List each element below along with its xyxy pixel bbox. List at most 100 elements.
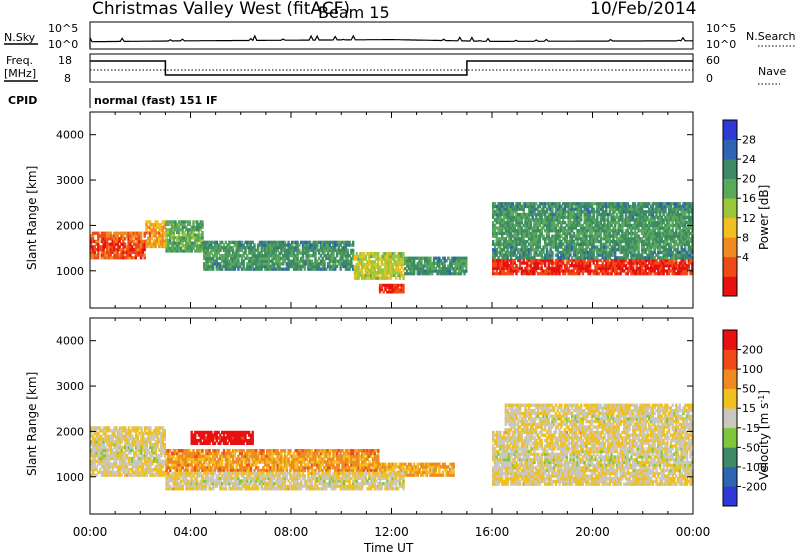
heatmap-cell (111, 440, 114, 444)
heatmap-cell (579, 218, 583, 222)
heatmap-cell (380, 262, 384, 267)
heatmap-cell (617, 248, 620, 252)
heatmap-cell (129, 467, 132, 472)
heatmap-cell (678, 250, 681, 255)
heatmap-cell (226, 246, 229, 250)
heatmap-cell (497, 237, 500, 241)
heatmap-cell (612, 231, 615, 236)
heatmap-cell (321, 259, 324, 263)
heatmap-cell (574, 250, 577, 255)
heatmap-cell (366, 262, 369, 267)
heatmap-cell (343, 243, 346, 247)
heatmap-cell (571, 242, 574, 246)
heatmap-cell (662, 234, 665, 238)
heatmap-cell (188, 236, 192, 240)
heatmap-cell (206, 240, 210, 244)
heatmap-cell (646, 248, 649, 252)
heatmap-cell (588, 231, 592, 236)
heatmap-cell (386, 290, 389, 294)
heatmap-cell (170, 249, 174, 253)
heatmap-cell (495, 226, 498, 230)
heatmap-cell (167, 220, 170, 224)
heatmap-cell (240, 246, 244, 250)
heatmap-cell (396, 262, 400, 267)
heatmap-cell (556, 269, 559, 273)
heatmap-cell (323, 246, 326, 250)
heatmap-cell (641, 261, 644, 265)
heatmap-cell (655, 221, 658, 225)
heatmap-cell (149, 440, 152, 444)
heatmap-cell (565, 248, 568, 252)
heatmap-cell (134, 434, 138, 438)
heatmap-cell (590, 221, 594, 225)
heatmap-cell (362, 273, 366, 278)
heatmap-cell (411, 259, 414, 263)
heatmap-cell (619, 256, 622, 260)
heatmap-cell (626, 218, 629, 222)
heatmap-cell (509, 253, 513, 257)
heatmap-cell (317, 256, 321, 261)
heatmap-cell (395, 288, 398, 292)
heatmap-cell (208, 254, 211, 258)
heatmap-cell (621, 256, 624, 260)
heatmap-cell (597, 212, 601, 217)
heatmap-cell (136, 248, 139, 252)
heatmap-cell (588, 250, 592, 255)
heatmap-cell (641, 264, 644, 268)
heatmap-cell (199, 225, 202, 229)
heatmap-cell (506, 256, 509, 260)
heatmap-cell (328, 254, 332, 258)
heatmap-cell (655, 231, 658, 236)
heatmap-cell (425, 272, 428, 276)
heatmap-cell (562, 242, 565, 246)
heatmap-cell (195, 236, 199, 240)
heatmap-cell (574, 234, 577, 238)
heatmap-cell (192, 246, 195, 250)
heatmap-cell (547, 258, 550, 263)
heatmap-cell (664, 202, 667, 206)
heatmap-cell (300, 267, 303, 271)
heatmap-cell (169, 238, 172, 242)
heatmap-cell (569, 202, 572, 206)
heatmap-cell (368, 262, 371, 267)
heatmap-cell (626, 272, 629, 276)
heatmap-cell (653, 223, 656, 227)
heatmap-cell (124, 429, 127, 433)
heatmap-cell (391, 254, 394, 259)
heatmap-cell (581, 269, 585, 273)
heatmap-cell (578, 218, 581, 222)
heatmap-cell (495, 261, 498, 265)
heatmap-cell (518, 204, 522, 209)
heatmap-cell (513, 258, 516, 263)
heatmap-cell (370, 262, 373, 267)
heatmap-cell (501, 248, 504, 252)
heatmap-cell (524, 248, 527, 252)
heatmap-cell (669, 261, 673, 265)
heatmap-cell (380, 286, 384, 289)
heatmap-cell (508, 212, 511, 217)
heatmap-cell (152, 228, 155, 232)
heatmap-cell (588, 253, 592, 257)
heatmap-cell (657, 237, 660, 241)
heatmap-cell (147, 220, 150, 224)
heatmap-cell (610, 239, 613, 244)
heatmap-cell (386, 262, 389, 267)
heatmap-cell (689, 221, 692, 225)
heatmap-cell (149, 456, 152, 461)
heatmap-cell (637, 204, 640, 209)
heatmap-cell (657, 229, 660, 233)
heatmap-cell (509, 272, 513, 276)
heatmap-cell (274, 240, 278, 244)
heatmap-cell (150, 223, 154, 227)
heatmap-cell (606, 250, 610, 255)
heatmap-cell (145, 448, 148, 452)
heatmap-cell (176, 228, 179, 232)
heatmap-cell (185, 236, 188, 240)
heatmap-cell (667, 204, 671, 209)
heatmap-cell (515, 204, 518, 209)
heatmap-cell (246, 240, 249, 244)
heatmap-cell (682, 250, 685, 255)
heatmap-cell (536, 212, 540, 217)
heatmap-cell (578, 212, 581, 217)
heatmap-cell (450, 261, 454, 265)
